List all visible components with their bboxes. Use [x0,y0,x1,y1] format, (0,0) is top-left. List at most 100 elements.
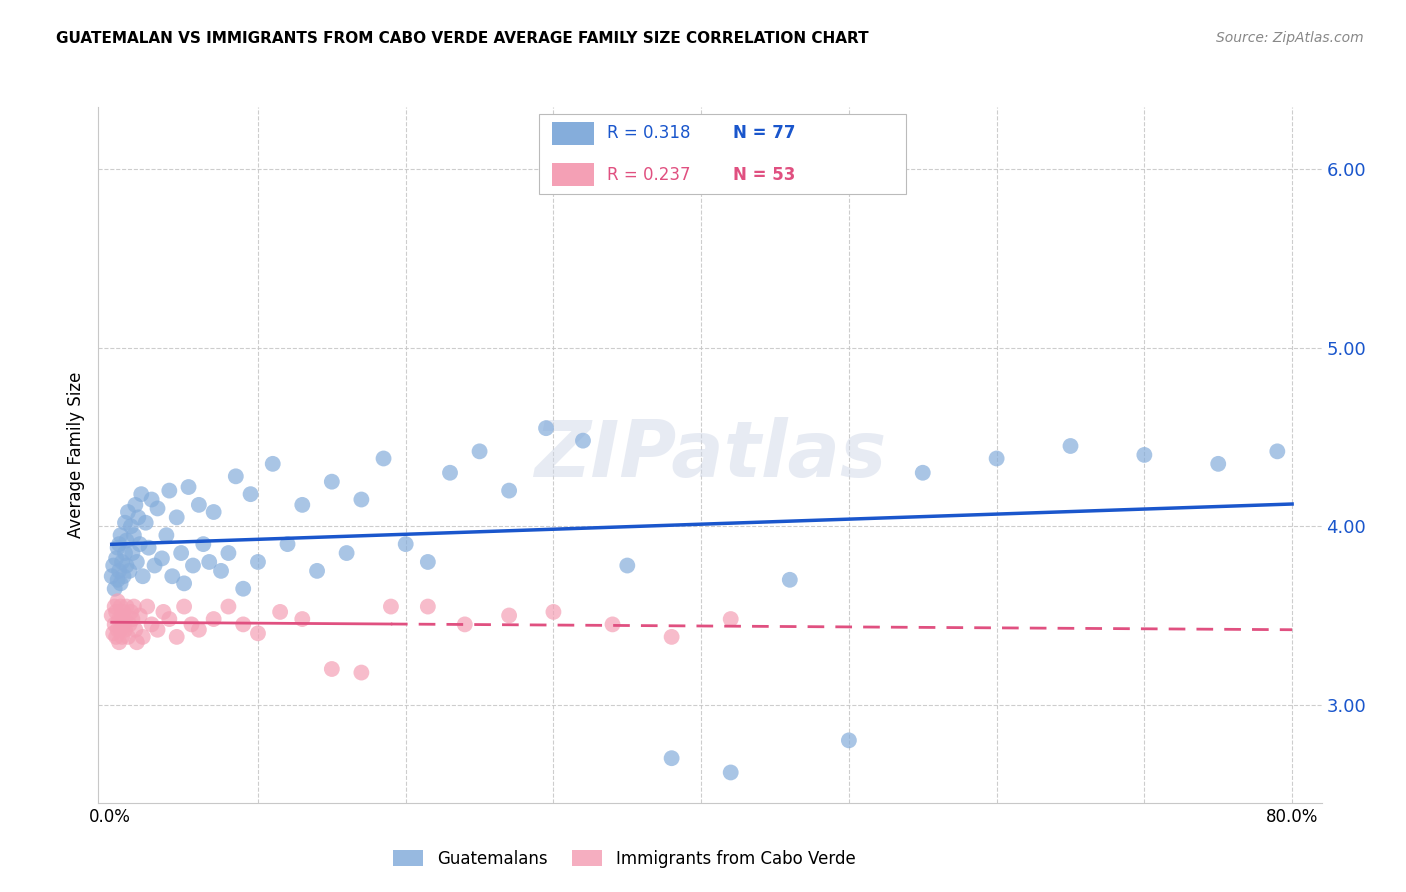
Point [202,612,225,626]
Point [107,623,129,637]
Point [111,630,134,644]
Point [162,569,184,583]
Point [118,564,141,578]
Point [100,608,122,623]
Point [232,617,254,632]
Point [115,558,138,573]
Point [103,558,125,573]
Point [117,505,139,519]
Point [114,516,136,530]
Point [122,599,145,614]
Point [468,444,491,458]
Point [202,505,225,519]
Point [173,599,195,614]
Point [232,582,254,596]
Point [136,599,159,614]
Point [269,605,291,619]
Point [395,537,418,551]
Point [108,537,131,551]
Point [112,605,135,619]
Point [121,612,143,626]
Point [217,599,239,614]
Point [543,605,565,619]
Point [114,546,136,560]
Text: R = 0.318: R = 0.318 [607,125,690,143]
Point [120,605,142,619]
Point [602,617,624,632]
Point [143,558,166,573]
Point [336,546,359,560]
Point [291,498,314,512]
Point [150,551,173,566]
Point [534,421,557,435]
Point [572,434,595,448]
Point [239,487,262,501]
Point [127,510,149,524]
Point [180,617,202,632]
Point [118,617,141,632]
Point [107,541,129,555]
Point [187,498,209,512]
Point [321,662,343,676]
Point [107,573,129,587]
Point [141,492,163,507]
Legend: Guatemalans, Immigrants from Cabo Verde: Guatemalans, Immigrants from Cabo Verde [387,843,862,874]
Point [129,487,152,501]
Point [262,457,284,471]
Point [141,617,163,632]
Point [128,537,150,551]
Point [132,569,155,583]
Point [246,555,269,569]
Point [321,475,343,489]
Text: ZIPatlas: ZIPatlas [534,417,886,493]
Point [416,555,439,569]
Point [661,630,683,644]
Point [373,451,395,466]
Point [779,573,801,587]
Point [350,492,373,507]
Text: N = 53: N = 53 [734,166,796,184]
Point [350,665,373,680]
Point [100,569,122,583]
Point [117,630,139,644]
Point [187,623,209,637]
Point [157,483,180,498]
Point [1059,439,1081,453]
Point [138,541,160,555]
Point [110,623,132,637]
Point [720,765,742,780]
Point [114,623,136,637]
Text: R = 0.237: R = 0.237 [607,166,690,184]
Point [416,599,439,614]
Point [110,576,132,591]
Point [112,569,135,583]
Point [720,612,742,626]
Point [193,537,215,551]
Point [112,617,135,632]
Point [108,564,131,578]
Point [173,576,195,591]
Point [307,564,329,578]
Point [181,558,204,573]
Point [110,528,132,542]
Point [122,528,145,542]
Point [110,599,132,614]
Point [454,617,477,632]
Point [291,612,314,626]
Point [124,498,146,512]
Point [105,630,128,644]
FancyBboxPatch shape [553,121,593,145]
Point [104,599,127,614]
Point [838,733,860,747]
Point [132,630,155,644]
Point [146,501,169,516]
FancyBboxPatch shape [538,114,905,194]
Point [115,533,138,548]
Point [104,582,127,596]
Point [1133,448,1156,462]
Text: GUATEMALAN VS IMMIGRANTS FROM CABO VERDE AVERAGE FAMILY SIZE CORRELATION CHART: GUATEMALAN VS IMMIGRANTS FROM CABO VERDE… [56,31,869,46]
Point [616,558,638,573]
Point [661,751,683,765]
Point [120,519,142,533]
Point [104,617,127,632]
